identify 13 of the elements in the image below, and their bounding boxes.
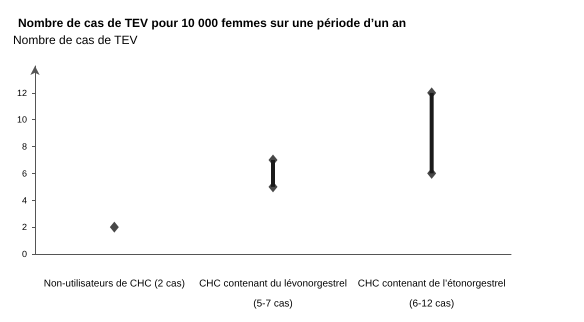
chart-title: Nombre de cas de TEV pour 10 000 femmes sur une période d’un an xyxy=(18,16,406,30)
x-tick-label: Non-utilisateurs de CHC (2 cas) xyxy=(44,278,185,290)
point xyxy=(110,222,119,233)
y-tick-label: 6 xyxy=(22,168,27,178)
y-tick-label: 2 xyxy=(22,222,27,232)
y-tick-label: 12 xyxy=(16,88,27,98)
y-tick-label: 8 xyxy=(22,142,27,152)
y-tick-label: 0 xyxy=(22,249,27,259)
x-tick-label: CHC contenant du lévonorgestrel (5-7 cas) xyxy=(199,278,347,310)
y-axis-title: Nombre de cas de TEV xyxy=(13,33,138,47)
y-tick-label: 4 xyxy=(22,195,27,206)
y-tick-label: 10 xyxy=(16,114,27,125)
x-tick-label: CHC contenant de l’étonorgestrel (6-12 cas) xyxy=(358,278,506,310)
